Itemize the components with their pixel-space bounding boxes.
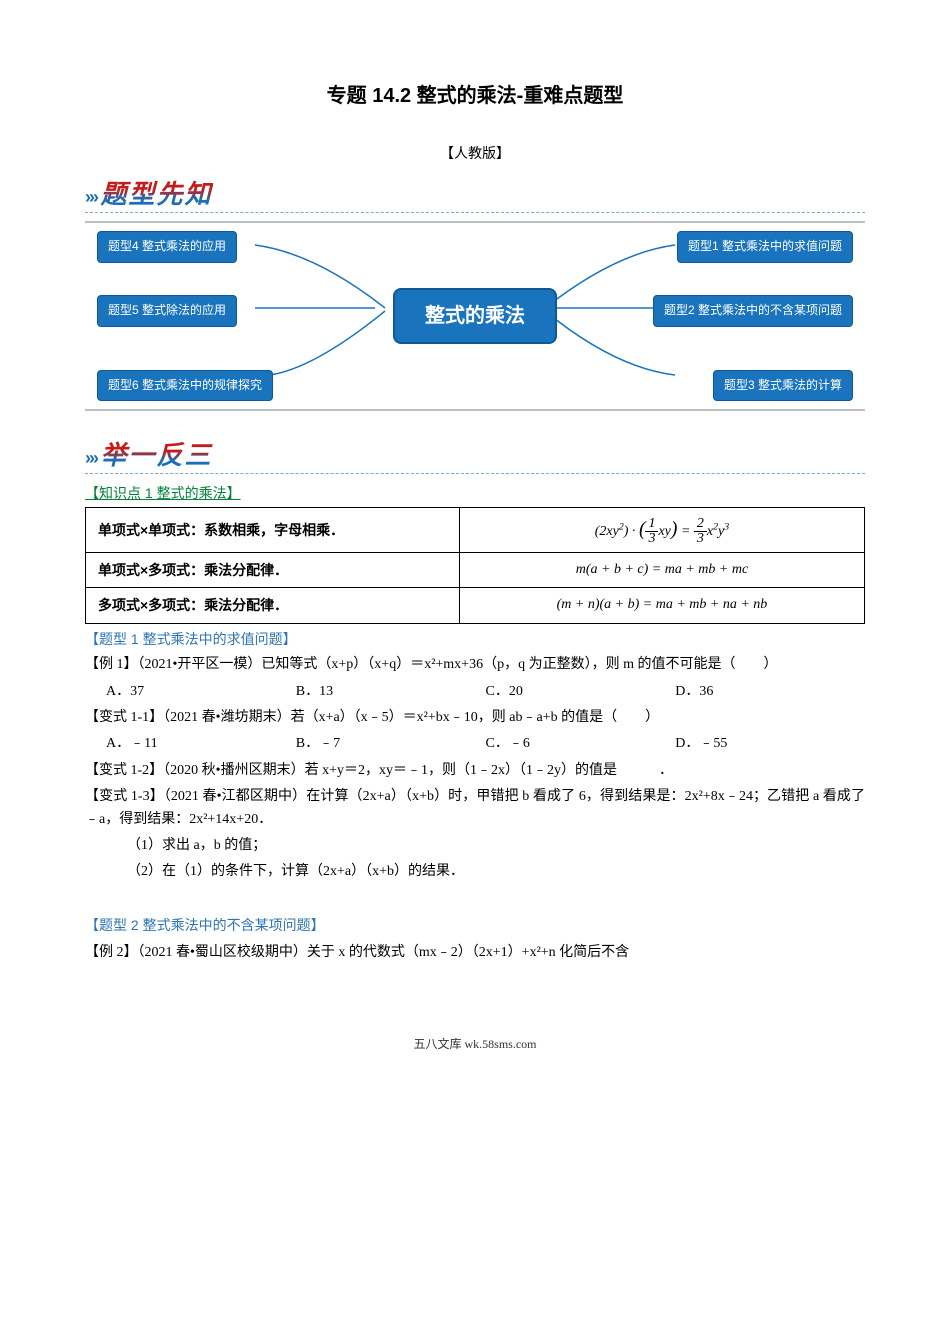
mindmap-node-type3: 题型3 整式乘法的计算 [713, 370, 853, 401]
formula-cell: (2xy2) · (13xy) = 23x2y3 [459, 507, 864, 552]
arrows-icon: ››› [85, 187, 97, 207]
option-c: C．20 [486, 681, 676, 703]
problem-type-1-title: 【题型 1 整式乘法中的求值问题】 [85, 628, 865, 650]
formula-cell: (m + n)(a + b) = ma + mb + na + nb [459, 588, 864, 623]
section-header-1-text: 题型先知 [100, 180, 212, 209]
mindmap-node-type5: 题型5 整式除法的应用 [97, 295, 237, 326]
table-row: 多项式×多项式：乘法分配律． (m + n)(a + b) = ma + mb … [86, 588, 865, 623]
variant-1-2-text: （2020 秋•播州区期末）若 x+y＝2，xy＝﹣1，则（1﹣2x）（1﹣2y… [163, 763, 673, 778]
divider [85, 212, 865, 213]
variant-1-3-q2: （2）在（1）的条件下，计算（2x+a）（x+b）的结果． [85, 861, 865, 883]
variant-1-2: 【变式 1-2】（2020 秋•播州区期末）若 x+y＝2，xy＝﹣1，则（1﹣… [85, 760, 865, 782]
option-b: B．13 [296, 681, 486, 703]
example-1-label: 【例 1】 [85, 657, 138, 672]
edition-subtitle: 【人教版】 [85, 142, 865, 164]
section-header-preview: ››› 题型先知 [85, 174, 865, 208]
arrows-icon: ››› [85, 448, 97, 468]
section-header-examples: ››› 举一反三 [85, 435, 865, 469]
problem-type-2-title: 【题型 2 整式乘法中的不含某项问题】 [85, 914, 865, 936]
variant-1-3: 【变式 1-3】（2021 春•江都区期中）在计算（2x+a）（x+b）时，甲错… [85, 786, 865, 831]
option-b: B．﹣7 [296, 733, 486, 755]
variant-1-3-q1: （1）求出 a，b 的值； [85, 835, 865, 857]
variant-1-1: 【变式 1-1】（2021 春•潍坊期末）若（x+a）（x﹣5）＝x²+bx﹣1… [85, 707, 865, 729]
mindmap-node-type2: 题型2 整式乘法中的不含某项问题 [653, 295, 853, 326]
rule-cell: 单项式×单项式：系数相乘，字母相乘． [86, 507, 460, 552]
variant-1-1-label: 【变式 1-1】 [85, 710, 163, 725]
example-1-options: A．37 B．13 C．20 D．36 [85, 681, 865, 703]
page-title: 专题 14.2 整式的乘法-重难点题型 [85, 80, 865, 112]
option-c: C．﹣6 [486, 733, 676, 755]
rule-cell: 单项式×多项式：乘法分配律． [86, 553, 460, 588]
page-footer: 五八文库 wk.58sms.com [85, 1035, 865, 1054]
section-header-2-text: 举一反三 [100, 441, 212, 470]
table-row: 单项式×多项式：乘法分配律． m(a + b + c) = ma + mb + … [86, 553, 865, 588]
formula-cell: m(a + b + c) = ma + mb + mc [459, 553, 864, 588]
example-1-text: （2021•开平区一模）已知等式（x+p）（x+q）＝x²+mx+36（p，q … [138, 657, 778, 672]
rule-cell: 多项式×多项式：乘法分配律． [86, 588, 460, 623]
mindmap-node-type4: 题型4 整式乘法的应用 [97, 231, 237, 262]
knowledge-table: 单项式×单项式：系数相乘，字母相乘． (2xy2) · (13xy) = 23x… [85, 507, 865, 624]
variant-1-3-text: （2021 春•江都区期中）在计算（2x+a）（x+b）时，甲错把 b 看成了 … [85, 789, 865, 826]
knowledge-point-title: 【知识点 1 整式的乘法】 [85, 482, 865, 504]
option-d: D．﹣55 [675, 733, 865, 755]
mindmap: 整式的乘法 题型1 整式乘法中的求值问题 题型2 整式乘法中的不含某项问题 题型… [85, 221, 865, 411]
example-2-text: （2021 春•蜀山区校级期中）关于 x 的代数式（mx﹣2）（2x+1）+x²… [138, 945, 630, 960]
mindmap-center: 整式的乘法 [393, 288, 557, 344]
mindmap-node-type6: 题型6 整式乘法中的规律探究 [97, 370, 273, 401]
example-1: 【例 1】（2021•开平区一模）已知等式（x+p）（x+q）＝x²+mx+36… [85, 654, 865, 676]
table-row: 单项式×单项式：系数相乘，字母相乘． (2xy2) · (13xy) = 23x… [86, 507, 865, 552]
variant-1-1-options: A．﹣11 B．﹣7 C．﹣6 D．﹣55 [85, 733, 865, 755]
mindmap-node-type1: 题型1 整式乘法中的求值问题 [677, 231, 853, 262]
example-2-label: 【例 2】 [85, 945, 138, 960]
option-a: A．37 [106, 681, 296, 703]
option-a: A．﹣11 [106, 733, 296, 755]
divider [85, 473, 865, 474]
variant-1-3-label: 【变式 1-3】 [85, 789, 164, 804]
variant-1-2-label: 【变式 1-2】 [85, 763, 163, 778]
option-d: D．36 [675, 681, 865, 703]
variant-1-1-text: （2021 春•潍坊期末）若（x+a）（x﹣5）＝x²+bx﹣10，则 ab﹣a… [163, 710, 659, 725]
example-2: 【例 2】（2021 春•蜀山区校级期中）关于 x 的代数式（mx﹣2）（2x+… [85, 942, 865, 964]
